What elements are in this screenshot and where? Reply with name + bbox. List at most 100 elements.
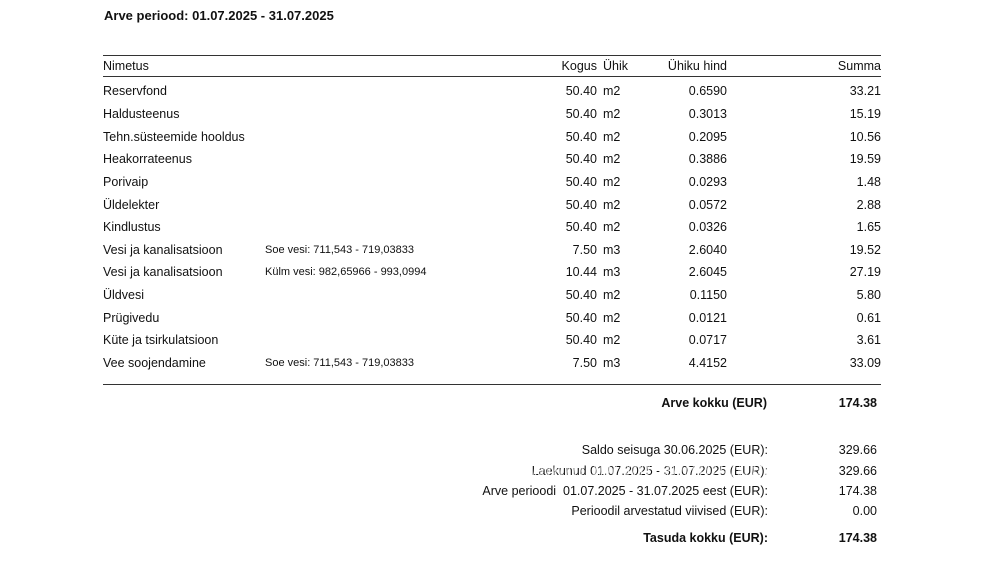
row-name: Küte ja tsirkulatsioon xyxy=(103,333,219,348)
summary-row-label: Arve perioodi 01.07.2025 - 31.07.2025 ee… xyxy=(482,483,768,498)
row-name: Üldvesi xyxy=(103,288,144,303)
row-unit: m2 xyxy=(603,288,621,303)
table-row: Prügivedu 50.40 m2 0.0121 0.61 xyxy=(103,306,881,329)
total-due-label: Tasuda kokku (EUR): xyxy=(643,530,768,545)
row-meter-note: Soe vesi: 711,543 - 719,03833 xyxy=(265,243,415,256)
row-sum: 19.59 xyxy=(849,152,881,167)
row-unit-price: 0.0326 xyxy=(688,220,727,235)
row-unit-price: 0.0293 xyxy=(688,174,727,189)
row-quantity: 50.40 xyxy=(565,220,597,235)
summary-row-value: 329.66 xyxy=(838,463,877,478)
row-unit: m2 xyxy=(603,333,621,348)
summary-row: Laekunud 01.07.2025 - 31.07.2025 (EUR): … xyxy=(103,460,877,480)
table-row: Küte ja tsirkulatsioon 50.40 m2 0.0717 3… xyxy=(103,329,881,352)
row-sum: 10.56 xyxy=(849,129,881,144)
row-unit-price: 2.6045 xyxy=(688,265,727,280)
row-name: Vesi ja kanalisatsioon xyxy=(103,242,223,257)
row-unit-price: 4.4152 xyxy=(688,356,727,370)
row-quantity: 50.40 xyxy=(565,288,597,303)
row-unit-price: 0.0121 xyxy=(688,310,727,325)
summary-rows: Saldo seisuga 30.06.2025 (EUR): 329.66 L… xyxy=(103,440,877,522)
row-quantity: 50.40 xyxy=(565,129,597,144)
column-header-qty: Kogus xyxy=(561,59,597,73)
table-row: Vesi ja kanalisatsioon Soe vesi: 711,543… xyxy=(103,238,881,261)
row-unit-price: 0.6590 xyxy=(688,84,727,99)
row-quantity: 50.40 xyxy=(565,333,597,348)
invoice-period-title: Arve periood: 01.07.2025 - 31.07.2025 xyxy=(104,8,334,23)
row-name: Reservfond xyxy=(103,84,167,99)
row-unit: m2 xyxy=(603,310,621,325)
invoice-table: Nimetus Kogus Ühik Ühiku hind Summa Rese… xyxy=(103,55,881,414)
summary-row-value: 329.66 xyxy=(838,443,877,458)
summary-row-label: Laekunud 01.07.2025 - 31.07.2025 (EUR): xyxy=(531,463,768,478)
table-row: Vesi ja kanalisatsioon Külm vesi: 982,65… xyxy=(103,261,881,284)
row-unit: m2 xyxy=(603,174,621,189)
summary-row: Arve perioodi 01.07.2025 - 31.07.2025 ee… xyxy=(103,481,877,501)
row-quantity: 50.40 xyxy=(565,106,597,121)
row-unit-price: 0.3886 xyxy=(688,152,727,167)
row-quantity: 10.44 xyxy=(565,265,597,280)
row-unit-price: 0.3013 xyxy=(688,106,727,121)
row-quantity: 50.40 xyxy=(565,310,597,325)
row-quantity: 7.50 xyxy=(572,356,597,370)
row-meter-note: Soe vesi: 711,543 - 719,03833 xyxy=(265,357,415,369)
table-header-row: Nimetus Kogus Ühik Ühiku hind Summa xyxy=(103,55,881,77)
invoice-rows: Reservfond 50.40 m2 0.6590 33.21 Haldust… xyxy=(103,77,881,386)
total-due-value: 174.38 xyxy=(838,530,877,545)
column-header-sum: Summa xyxy=(837,59,881,73)
column-header-unit-price: Ühiku hind xyxy=(667,59,727,73)
table-row: Haldusteenus 50.40 m2 0.3013 15.19 xyxy=(103,103,881,126)
table-row: Üldelekter 50.40 m2 0.0572 2.88 xyxy=(103,193,881,216)
invoice-total-value: 174.38 xyxy=(838,396,877,411)
row-unit: m3 xyxy=(603,265,621,280)
row-sum: 3.61 xyxy=(856,333,881,348)
row-sum: 0.61 xyxy=(856,310,881,325)
table-row: Porivaip 50.40 m2 0.0293 1.48 xyxy=(103,171,881,194)
row-sum: 19.52 xyxy=(849,242,881,257)
row-unit: m2 xyxy=(603,129,621,144)
row-meter-note: Külm vesi: 982,65966 - 993,0994 xyxy=(265,266,427,279)
row-unit: m2 xyxy=(603,152,621,167)
summary-row-label: Perioodil arvestatud viivised (EUR): xyxy=(571,504,768,519)
row-quantity: 50.40 xyxy=(565,174,597,189)
invoice-total-row: Arve kokku (EUR) 174.38 xyxy=(103,392,881,414)
row-unit: m3 xyxy=(603,356,621,370)
row-name: Haldusteenus xyxy=(103,106,180,121)
total-due-row: Tasuda kokku (EUR): 174.38 xyxy=(103,527,877,549)
row-sum: 2.88 xyxy=(856,197,881,212)
row-sum: 5.80 xyxy=(856,288,881,303)
row-quantity: 50.40 xyxy=(565,152,597,167)
row-unit-price: 2.6040 xyxy=(688,242,727,257)
row-quantity: 50.40 xyxy=(565,197,597,212)
row-sum: 27.19 xyxy=(849,265,881,280)
row-quantity: 7.50 xyxy=(572,242,597,257)
summary-row-value: 174.38 xyxy=(838,483,877,498)
row-name: Vee soojendamine xyxy=(103,356,206,370)
row-sum: 33.09 xyxy=(849,356,881,370)
row-unit: m2 xyxy=(603,220,621,235)
row-unit: m3 xyxy=(603,242,621,257)
row-unit: m2 xyxy=(603,106,621,121)
table-row: Tehn.süsteemide hooldus 50.40 m2 0.2095 … xyxy=(103,125,881,148)
summary-row: Perioodil arvestatud viivised (EUR): 0.0… xyxy=(103,501,877,521)
row-unit-price: 0.1150 xyxy=(689,288,727,303)
row-name: Kindlustus xyxy=(103,220,161,235)
column-header-unit: Ühik xyxy=(603,59,629,73)
row-unit-price: 0.0572 xyxy=(688,197,727,212)
invoice-total-label: Arve kokku (EUR) xyxy=(661,396,767,411)
row-unit: m2 xyxy=(603,84,621,99)
row-name: Heakorrateenus xyxy=(103,152,192,167)
row-name: Tehn.süsteemide hooldus xyxy=(103,129,245,144)
table-row: Üldvesi 50.40 m2 0.1150 5.80 xyxy=(103,284,881,307)
row-name: Prügivedu xyxy=(103,310,160,325)
row-sum: 33.21 xyxy=(849,84,881,99)
summary-row-label: Saldo seisuga 30.06.2025 (EUR): xyxy=(581,443,768,458)
row-name: Üldelekter xyxy=(103,197,160,212)
row-name: Porivaip xyxy=(103,174,149,189)
row-unit-price: 0.0717 xyxy=(688,333,727,348)
table-row: Vee soojendamine Soe vesi: 711,543 - 719… xyxy=(103,352,881,375)
row-sum: 1.48 xyxy=(856,174,881,189)
row-name: Vesi ja kanalisatsioon xyxy=(103,265,223,280)
row-unit: m2 xyxy=(603,197,621,212)
